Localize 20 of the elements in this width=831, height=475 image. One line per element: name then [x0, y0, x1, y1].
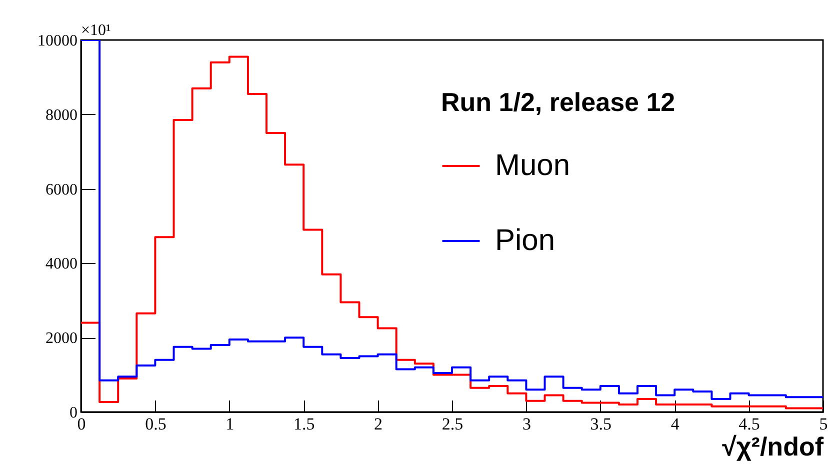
x-tick-label: 3 [522, 414, 531, 434]
x-tick-label: 1.5 [293, 414, 315, 434]
x-tick-label: 2 [374, 414, 383, 434]
legend-label: Muon [495, 149, 570, 182]
x-tick-label: 3.5 [590, 414, 612, 434]
x-axis-title: √χ²/ndof [722, 432, 824, 462]
x-tick-label: 1 [226, 414, 234, 434]
x-tick-label: 4 [670, 414, 680, 434]
x-tick-label: 0.5 [145, 414, 166, 434]
x-tick-label: 2.5 [442, 414, 464, 434]
y-tick-label: 4000 [46, 256, 78, 273]
x-tick-label: 5 [819, 414, 828, 434]
text: ×10¹ [81, 22, 112, 39]
y-tick-label: 2000 [46, 330, 78, 348]
y-tick-label: 10000 [38, 32, 78, 50]
legend-label: Pion [495, 224, 556, 257]
y-tick-label: 6000 [46, 181, 78, 198]
x-tick-label: 4.5 [738, 414, 760, 434]
y-tick-label: 8000 [46, 106, 78, 124]
legend-title: Run 1/2, release 12 [441, 87, 676, 117]
